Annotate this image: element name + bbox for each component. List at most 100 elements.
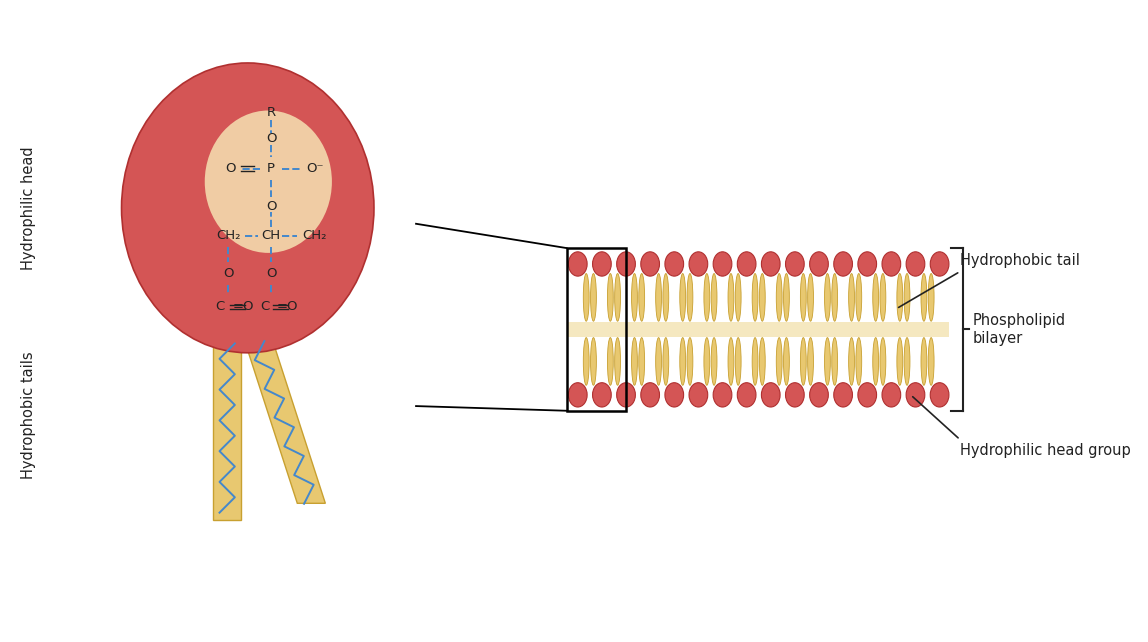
- Ellipse shape: [735, 338, 742, 385]
- Ellipse shape: [752, 338, 758, 385]
- Ellipse shape: [858, 252, 877, 276]
- Ellipse shape: [665, 252, 683, 276]
- Ellipse shape: [656, 338, 661, 385]
- Text: O: O: [266, 267, 277, 280]
- Ellipse shape: [713, 252, 732, 276]
- Ellipse shape: [833, 252, 853, 276]
- Ellipse shape: [641, 383, 659, 407]
- Ellipse shape: [906, 383, 925, 407]
- Ellipse shape: [583, 338, 589, 385]
- Ellipse shape: [689, 383, 707, 407]
- Ellipse shape: [680, 338, 685, 385]
- Ellipse shape: [752, 273, 758, 321]
- Ellipse shape: [929, 273, 934, 321]
- Ellipse shape: [761, 252, 781, 276]
- Ellipse shape: [607, 338, 613, 385]
- Ellipse shape: [590, 338, 596, 385]
- Ellipse shape: [872, 273, 878, 321]
- Polygon shape: [243, 336, 325, 503]
- Text: O: O: [223, 267, 233, 280]
- Ellipse shape: [832, 338, 838, 385]
- Ellipse shape: [662, 338, 669, 385]
- Ellipse shape: [808, 338, 814, 385]
- Ellipse shape: [858, 383, 877, 407]
- Ellipse shape: [808, 273, 814, 321]
- Ellipse shape: [687, 338, 693, 385]
- Text: CH: CH: [262, 229, 281, 243]
- Ellipse shape: [704, 273, 709, 321]
- Text: CH₂: CH₂: [216, 229, 240, 243]
- Ellipse shape: [897, 338, 902, 385]
- Text: CH₂: CH₂: [302, 229, 326, 243]
- Ellipse shape: [921, 273, 926, 321]
- Ellipse shape: [728, 338, 734, 385]
- Ellipse shape: [929, 338, 934, 385]
- Ellipse shape: [881, 338, 886, 385]
- Ellipse shape: [783, 273, 790, 321]
- Ellipse shape: [728, 273, 734, 321]
- Ellipse shape: [930, 252, 949, 276]
- Ellipse shape: [809, 252, 829, 276]
- Ellipse shape: [737, 252, 757, 276]
- Text: R: R: [266, 106, 276, 119]
- Ellipse shape: [848, 273, 854, 321]
- Ellipse shape: [656, 273, 661, 321]
- Text: C: C: [259, 300, 270, 313]
- Text: Hydrophilic head: Hydrophilic head: [21, 146, 36, 270]
- Ellipse shape: [638, 338, 645, 385]
- Ellipse shape: [785, 383, 805, 407]
- Ellipse shape: [921, 338, 926, 385]
- Ellipse shape: [735, 273, 742, 321]
- Ellipse shape: [882, 252, 901, 276]
- Ellipse shape: [592, 252, 611, 276]
- Ellipse shape: [607, 273, 613, 321]
- Ellipse shape: [833, 383, 853, 407]
- Ellipse shape: [856, 338, 862, 385]
- Ellipse shape: [704, 338, 709, 385]
- Ellipse shape: [631, 273, 637, 321]
- Ellipse shape: [905, 338, 910, 385]
- Text: O: O: [266, 200, 277, 213]
- Ellipse shape: [783, 338, 790, 385]
- Bar: [214, 336, 241, 520]
- Ellipse shape: [930, 383, 949, 407]
- Ellipse shape: [662, 273, 669, 321]
- Bar: [568, 322, 949, 337]
- Ellipse shape: [856, 273, 862, 321]
- Ellipse shape: [614, 273, 621, 321]
- Ellipse shape: [204, 110, 332, 253]
- Ellipse shape: [592, 383, 611, 407]
- Text: C: C: [215, 300, 224, 313]
- Ellipse shape: [882, 383, 901, 407]
- Text: O⁻: O⁻: [307, 162, 324, 175]
- Ellipse shape: [776, 273, 782, 321]
- Ellipse shape: [590, 273, 596, 321]
- Ellipse shape: [680, 273, 685, 321]
- Ellipse shape: [906, 252, 925, 276]
- Ellipse shape: [711, 273, 718, 321]
- Text: =O: =O: [277, 300, 297, 313]
- Text: Hydrophilic head group: Hydrophilic head group: [960, 444, 1131, 458]
- Ellipse shape: [881, 273, 886, 321]
- Ellipse shape: [832, 273, 838, 321]
- Ellipse shape: [759, 338, 766, 385]
- Ellipse shape: [687, 273, 693, 321]
- Ellipse shape: [897, 273, 902, 321]
- Ellipse shape: [824, 273, 830, 321]
- Ellipse shape: [759, 273, 766, 321]
- Text: Phospholipid
bilayer: Phospholipid bilayer: [972, 313, 1065, 345]
- Ellipse shape: [711, 338, 718, 385]
- Ellipse shape: [848, 338, 854, 385]
- Ellipse shape: [641, 252, 659, 276]
- Ellipse shape: [809, 383, 829, 407]
- Ellipse shape: [905, 273, 910, 321]
- Text: P: P: [267, 162, 276, 175]
- Ellipse shape: [631, 338, 637, 385]
- Ellipse shape: [616, 252, 635, 276]
- Ellipse shape: [665, 383, 683, 407]
- Text: =O: =O: [232, 300, 254, 313]
- Ellipse shape: [638, 273, 645, 321]
- Ellipse shape: [614, 338, 621, 385]
- Ellipse shape: [872, 338, 878, 385]
- Ellipse shape: [583, 273, 589, 321]
